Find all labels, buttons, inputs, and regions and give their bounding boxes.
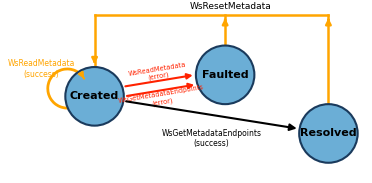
Circle shape — [299, 104, 357, 163]
Text: Resolved: Resolved — [300, 128, 357, 139]
Text: WsReadMetadata
(success): WsReadMetadata (success) — [7, 59, 75, 79]
Circle shape — [196, 46, 254, 104]
Text: WsResetMetadata: WsResetMetadata — [190, 2, 272, 11]
Text: Faulted: Faulted — [202, 70, 248, 80]
Text: WsReadMetadata
(error): WsReadMetadata (error) — [128, 62, 188, 85]
Text: WsGetMetadataEndpoints
(success): WsGetMetadataEndpoints (success) — [161, 129, 262, 148]
Text: WsGetMetadataEndpoints
(error): WsGetMetadataEndpoints (error) — [118, 84, 206, 112]
Text: Created: Created — [70, 91, 119, 101]
Circle shape — [65, 67, 124, 126]
